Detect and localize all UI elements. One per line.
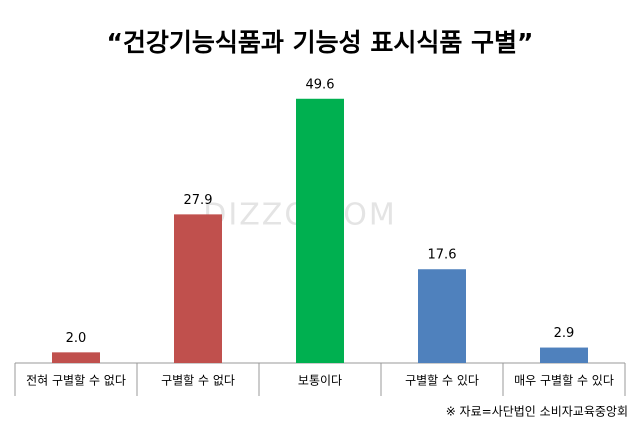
source-note: ※ 자료=사단법인 소비자교육중앙회: [446, 405, 628, 419]
chart-title: “건강기능식품과 기능성 표시식품 구별”: [107, 28, 534, 57]
bar: [52, 352, 100, 363]
x-tick-label: 매우 구별할 수 있다: [514, 374, 614, 388]
x-tick-label: 전혀 구별할 수 없다: [26, 374, 126, 388]
value-label: 2.9: [554, 326, 575, 341]
x-tick-label: 구별할 수 없다: [161, 374, 235, 388]
bar: [540, 347, 588, 363]
value-label: 17.6: [428, 248, 457, 263]
bar: [418, 269, 466, 363]
bar: [296, 98, 344, 363]
x-tick-label: 구별할 수 있다: [405, 374, 479, 388]
x-tick-label: 보통이다: [298, 374, 342, 388]
value-label: 49.6: [306, 77, 335, 92]
value-label: 2.0: [66, 331, 87, 346]
bar: [174, 214, 222, 363]
value-label: 27.9: [184, 193, 213, 208]
